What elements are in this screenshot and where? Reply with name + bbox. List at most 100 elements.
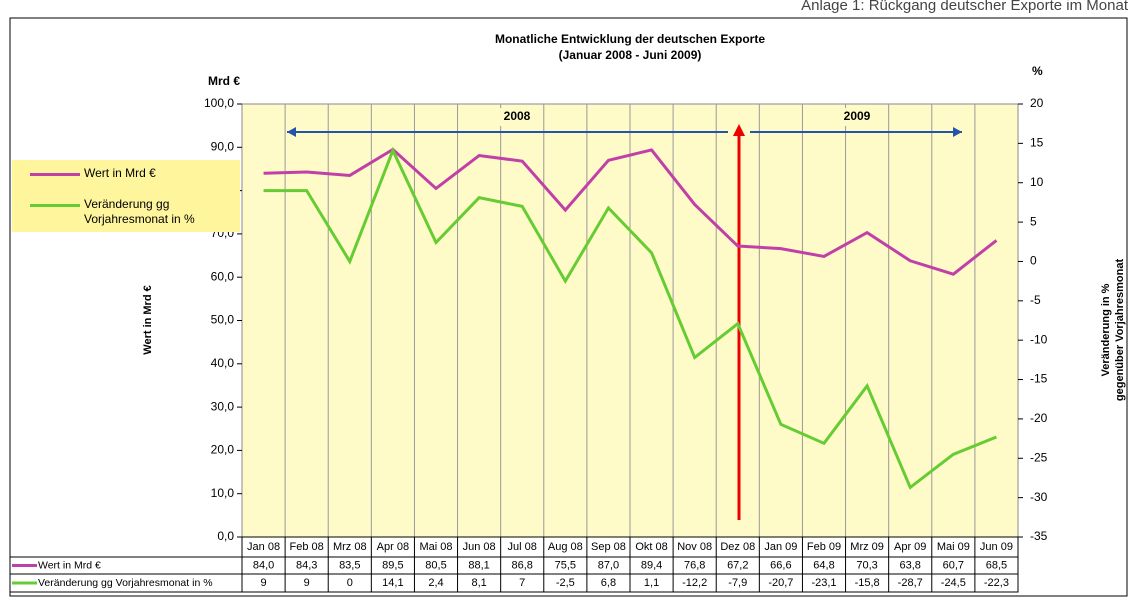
x-tick-label: Jan 08	[247, 541, 280, 553]
legend-swatch	[30, 173, 80, 176]
table-cell: 88,1	[468, 559, 489, 571]
y2-tick-label: -10	[1030, 332, 1048, 346]
table-cell: 89,4	[641, 559, 662, 571]
legend: Wert in Mrd € Veränderung gg Vorjahresmo…	[12, 160, 240, 232]
table-cell: 70,3	[856, 559, 877, 571]
x-tick-label: Aug 08	[548, 541, 583, 553]
x-tick-label: Feb 09	[807, 541, 841, 553]
table-cell: 8,1	[471, 577, 486, 589]
table-cell: 1,1	[644, 577, 659, 589]
legend-swatch	[30, 204, 80, 207]
y2-tick-label: -15	[1030, 372, 1048, 386]
x-tick-label: Mai 09	[937, 541, 970, 553]
chart-title: Monatliche Entwicklung der deutschen Exp…	[495, 32, 765, 46]
legend-label: Wert in Mrd €	[84, 166, 156, 180]
x-tick-label: Jun 09	[980, 541, 1013, 553]
table-cell: 9	[260, 577, 266, 589]
y2-tick-label: -25	[1030, 450, 1048, 464]
y2-tick-label: -20	[1030, 411, 1048, 425]
y2-tick-label: -30	[1030, 490, 1048, 504]
table-cell: -2,5	[556, 577, 575, 589]
table-cell: 89,5	[382, 559, 403, 571]
y-axis-label: Wert in Mrd €	[142, 285, 154, 354]
table-row-label: Veränderung gg Vorjahresmonat in %	[38, 577, 213, 589]
y2-tick-label: 0	[1030, 254, 1037, 268]
table-cell: -12,2	[682, 577, 707, 589]
red-arrowhead	[733, 124, 745, 136]
y2-tick-label: 5	[1030, 214, 1037, 228]
y2-tick-label: -35	[1030, 529, 1048, 543]
table-cell: 14,1	[382, 577, 403, 589]
table-cell: -15,8	[855, 577, 880, 589]
y-tick-label: 40,0	[211, 356, 235, 370]
y2-tick-label: -5	[1030, 293, 1041, 307]
y-tick-label: 100,0	[204, 96, 234, 110]
table-cell: 83,5	[339, 559, 360, 571]
arrowhead	[953, 127, 962, 137]
table-cell: 2,4	[428, 577, 443, 589]
table-cell: 87,0	[598, 559, 619, 571]
y-tick-label: 90,0	[211, 139, 235, 153]
table-cell: 86,8	[512, 559, 533, 571]
series-line	[263, 147, 998, 276]
y2-tick-label: 20	[1030, 96, 1044, 110]
x-tick-label: Jan 09	[764, 541, 797, 553]
table-cell: 67,2	[727, 559, 748, 571]
y-tick-label: 60,0	[211, 269, 235, 283]
annotation-box	[835, 108, 879, 126]
table-cell: 66,6	[770, 559, 791, 571]
table-cell: 6,8	[601, 577, 616, 589]
table-cell: 63,8	[900, 559, 921, 571]
y2-unit: %	[1032, 64, 1043, 78]
y-tick-label: 20,0	[211, 443, 235, 457]
x-tick-label: Mrz 08	[333, 541, 367, 553]
y2-tick-label: 15	[1030, 136, 1044, 150]
y-tick-label: 10,0	[211, 486, 235, 500]
table-cell: 0	[347, 577, 353, 589]
y-unit: Mrd €	[208, 74, 240, 88]
x-tick-label: Apr 08	[377, 541, 409, 553]
x-tick-label: Jul 08	[508, 541, 537, 553]
table-cell: 84,3	[296, 559, 317, 571]
legend-label: Veränderung gg Vorjahresmonat in %	[84, 197, 195, 226]
y-tick-label: 0,0	[217, 529, 234, 543]
annotation: 2009	[844, 109, 871, 123]
table-cell: 80,5	[425, 559, 446, 571]
table-cell: 7	[519, 577, 525, 589]
y-tick-label: 50,0	[211, 313, 235, 327]
x-tick-label: Mrz 09	[850, 541, 884, 553]
table-cell: -28,7	[898, 577, 923, 589]
x-tick-label: Okt 08	[635, 541, 667, 553]
table-row-label: Wert in Mrd €	[38, 559, 101, 571]
y-tick-label: 30,0	[211, 399, 235, 413]
table-cell: 64,8	[813, 559, 834, 571]
x-tick-label: Feb 08	[290, 541, 324, 553]
table-cell: -7,9	[728, 577, 747, 589]
caption: Anlage 1: Rückgang deutscher Exporte im …	[801, 0, 1129, 14]
x-tick-label: Mai 08	[419, 541, 452, 553]
table-cell: 9	[304, 577, 310, 589]
table-cell: 75,5	[555, 559, 576, 571]
x-tick-label: Apr 09	[894, 541, 926, 553]
x-tick-label: Jun 08	[463, 541, 496, 553]
y2-axis-label: gegenüber Vorjahresmonat	[1114, 259, 1126, 402]
table-cell: -22,3	[984, 577, 1009, 589]
series-line	[263, 146, 998, 490]
x-tick-label: Nov 08	[677, 541, 712, 553]
table-cell: 76,8	[684, 559, 705, 571]
table-cell: 60,7	[943, 559, 964, 571]
table-cell: -24,5	[941, 577, 966, 589]
table-cell: -20,7	[768, 577, 793, 589]
y2-tick-label: 10	[1030, 175, 1044, 189]
annotation: 2008	[504, 109, 531, 123]
table-cell: 68,5	[986, 559, 1007, 571]
x-tick-label: Sep 08	[591, 541, 626, 553]
x-tick-label: Dez 08	[720, 541, 755, 553]
y2-axis-label: Veränderung in %	[1100, 283, 1112, 376]
table-cell: -23,1	[811, 577, 836, 589]
arrowhead	[287, 127, 296, 137]
table-cell: 84,0	[253, 559, 274, 571]
annotation-box	[495, 108, 539, 126]
